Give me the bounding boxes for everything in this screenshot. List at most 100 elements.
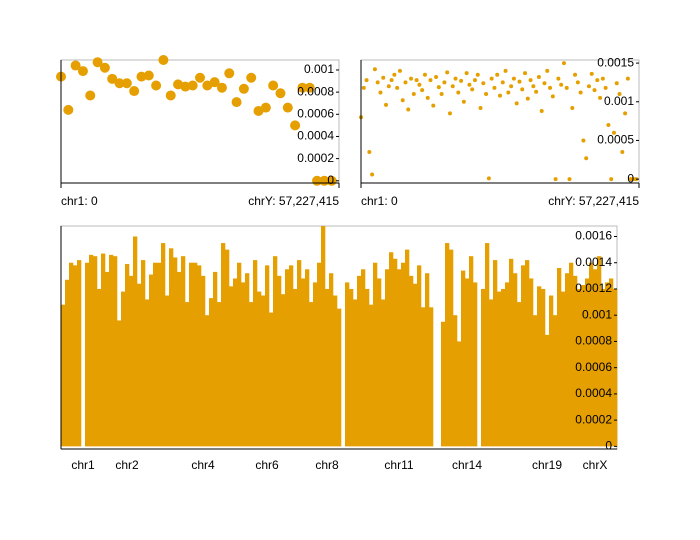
bar — [253, 260, 258, 447]
point — [224, 68, 235, 79]
bar — [185, 302, 190, 447]
point — [422, 72, 427, 77]
bar — [593, 269, 598, 447]
bar — [113, 256, 118, 447]
y-tick-label: 0.0014 — [575, 255, 612, 269]
bar — [457, 341, 462, 447]
point — [511, 76, 516, 81]
bar — [397, 269, 402, 447]
point — [447, 111, 452, 116]
y-tick-label: 0.0008 — [575, 334, 612, 348]
bar — [353, 299, 358, 447]
point — [631, 177, 636, 182]
point — [623, 111, 628, 116]
bar — [401, 262, 406, 447]
x-tick-label: chrY: 57,227,415 — [548, 194, 639, 208]
point — [559, 82, 564, 87]
point — [531, 84, 536, 89]
point — [231, 97, 242, 108]
bar — [301, 278, 306, 447]
point — [500, 80, 505, 85]
bar — [261, 295, 266, 447]
bar — [389, 252, 394, 447]
point — [625, 76, 630, 81]
bar — [481, 288, 486, 447]
point — [216, 82, 227, 93]
bar — [505, 282, 510, 447]
point — [509, 84, 514, 89]
point — [525, 96, 530, 101]
bar — [133, 236, 138, 447]
point — [392, 72, 397, 77]
bar — [345, 282, 350, 447]
point — [417, 82, 422, 87]
bar — [533, 315, 538, 447]
bar — [529, 278, 534, 447]
point — [578, 90, 583, 95]
point — [486, 176, 491, 181]
bar — [121, 291, 126, 447]
bar — [413, 283, 418, 447]
x-tick-label: chr11 — [384, 458, 413, 472]
point — [238, 83, 249, 94]
bar — [393, 258, 398, 447]
bar — [241, 282, 246, 447]
bar — [425, 273, 430, 447]
point — [492, 85, 497, 90]
bar — [293, 288, 298, 447]
point — [121, 78, 132, 89]
bar — [257, 291, 262, 447]
point — [409, 76, 414, 81]
y-tick-label: 0 — [627, 171, 634, 185]
y-tick-label: 0.0006 — [575, 360, 612, 374]
bar — [141, 260, 146, 447]
point — [372, 67, 377, 72]
point — [246, 72, 257, 83]
point — [517, 79, 522, 84]
point — [304, 82, 315, 93]
point — [567, 177, 572, 182]
bar — [73, 265, 78, 447]
point — [107, 73, 118, 84]
point — [384, 102, 389, 107]
bar — [461, 270, 466, 447]
bar — [605, 282, 610, 447]
bar — [137, 283, 142, 447]
bar — [357, 275, 362, 447]
point — [370, 172, 375, 177]
bar — [213, 271, 218, 447]
x-tick-label: chrY: 57,227,415 — [248, 194, 339, 208]
point — [180, 81, 191, 92]
bar — [169, 248, 174, 447]
bar — [181, 256, 186, 447]
point — [470, 87, 475, 92]
point — [450, 84, 455, 89]
x-tick-label: chr1: 0 — [361, 194, 398, 208]
y-tick-label: 0.0004 — [575, 386, 612, 400]
y-tick-label: 0.0015 — [597, 55, 634, 69]
bar — [373, 262, 378, 447]
point — [550, 94, 555, 99]
point — [70, 60, 81, 71]
point — [260, 102, 271, 113]
point — [534, 89, 539, 94]
bar — [417, 265, 422, 447]
bar — [281, 294, 286, 447]
point — [520, 87, 525, 92]
bar — [209, 298, 214, 447]
bar — [513, 273, 518, 447]
bar — [245, 273, 250, 447]
bar — [561, 291, 566, 447]
point — [528, 78, 533, 83]
point — [542, 81, 547, 86]
bar — [565, 273, 570, 447]
bar — [489, 299, 494, 447]
y-tick-label: 0.001 — [304, 62, 334, 76]
y-tick-label: 0.0006 — [297, 106, 334, 120]
y-tick-label: 0.0004 — [297, 129, 334, 143]
x-tick-label: chr6 — [255, 458, 279, 472]
point — [411, 92, 416, 97]
point — [77, 66, 88, 77]
point — [367, 150, 372, 155]
point — [428, 78, 433, 83]
